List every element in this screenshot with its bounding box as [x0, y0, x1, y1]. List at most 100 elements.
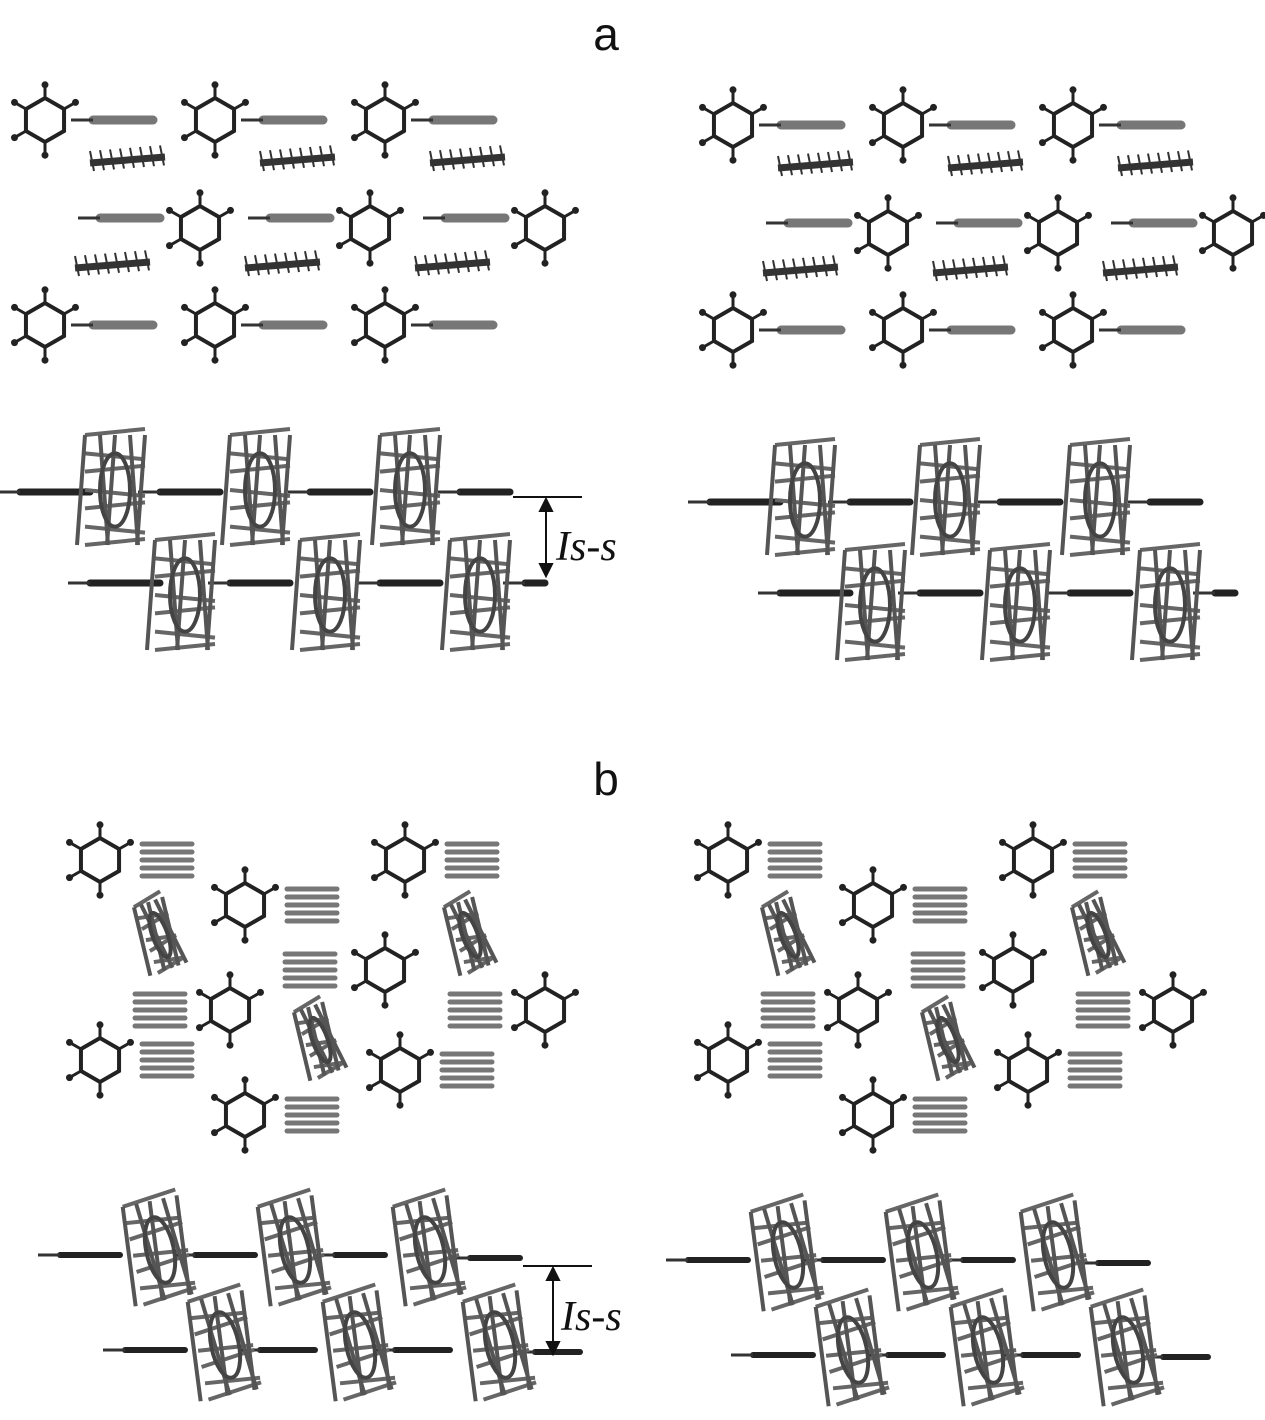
bond [990, 544, 1050, 550]
packing-view [699, 86, 1265, 368]
atom [572, 989, 579, 996]
atom [694, 839, 701, 846]
atom [979, 949, 986, 956]
stack [807, 1290, 891, 1407]
stack [752, 891, 814, 976]
atom [42, 286, 49, 293]
atom [699, 139, 706, 146]
bond [920, 476, 980, 482]
bond [1140, 581, 1200, 587]
atom [1040, 949, 1047, 956]
ring [26, 303, 64, 347]
atom [382, 286, 389, 293]
stack [77, 429, 145, 545]
atom [366, 1084, 373, 1091]
atom [197, 189, 204, 196]
ring [1214, 211, 1252, 255]
atom [900, 291, 907, 298]
ring [181, 206, 219, 250]
stack [249, 1190, 333, 1307]
stack [912, 439, 980, 555]
atom [999, 839, 1006, 846]
ring [366, 303, 404, 347]
atom [257, 989, 264, 996]
bond [155, 534, 215, 540]
atom [730, 86, 737, 93]
atom [227, 207, 234, 214]
atom [1230, 194, 1237, 201]
packing-view [688, 439, 1235, 660]
bond [502, 540, 510, 650]
atom [900, 362, 907, 369]
atom [197, 260, 204, 267]
atom [1199, 247, 1206, 254]
ring [854, 883, 892, 927]
atom [725, 1092, 732, 1099]
atom [994, 1084, 1001, 1091]
atom [382, 357, 389, 364]
ring [366, 948, 404, 992]
bond [137, 435, 145, 545]
bond [897, 550, 905, 660]
atom [397, 207, 404, 214]
atom [66, 874, 73, 881]
bond [990, 581, 1050, 587]
packing-view [666, 1195, 1208, 1407]
atom [11, 99, 18, 106]
atom [869, 104, 876, 111]
atom [511, 1024, 518, 1031]
atom [999, 874, 1006, 881]
ring [526, 988, 564, 1032]
stack [292, 534, 360, 650]
atom [351, 134, 358, 141]
ring [386, 838, 424, 882]
atom [351, 949, 358, 956]
atom [542, 971, 549, 978]
ring [526, 206, 564, 250]
atom [869, 309, 876, 316]
atom [351, 304, 358, 311]
atom [1039, 309, 1046, 316]
atom [212, 81, 219, 88]
atom [855, 1042, 862, 1049]
atom [427, 1049, 434, 1056]
bond [837, 550, 845, 660]
atom [1170, 971, 1177, 978]
bond [222, 435, 230, 545]
atom [870, 937, 877, 944]
atom [127, 1039, 134, 1046]
atom [382, 1002, 389, 1009]
spacing-label: Is-s [560, 1294, 622, 1340]
atom [900, 884, 907, 891]
molecular-packing [0, 81, 1265, 1406]
bond [380, 466, 440, 472]
bond [845, 581, 905, 587]
atom [699, 309, 706, 316]
atom [181, 99, 188, 106]
atom [97, 821, 104, 828]
atom [211, 919, 218, 926]
bond [352, 540, 360, 650]
atom [1025, 1031, 1032, 1038]
atom [196, 1024, 203, 1031]
ring [884, 308, 922, 352]
spacing-label: Is-s [555, 524, 617, 570]
atom [511, 207, 518, 214]
stack [877, 1195, 961, 1312]
atom [412, 304, 419, 311]
ring [839, 988, 877, 1032]
bond [380, 429, 440, 435]
atom [11, 134, 18, 141]
bond [1070, 476, 1130, 482]
atom [181, 339, 188, 346]
atom [351, 339, 358, 346]
atom [212, 357, 219, 364]
atom [1030, 821, 1037, 828]
atom [66, 1039, 73, 1046]
atom [1024, 247, 1031, 254]
atom [412, 949, 419, 956]
bond [972, 445, 980, 555]
atom [397, 1031, 404, 1038]
atom [211, 1129, 218, 1136]
atom [212, 286, 219, 293]
